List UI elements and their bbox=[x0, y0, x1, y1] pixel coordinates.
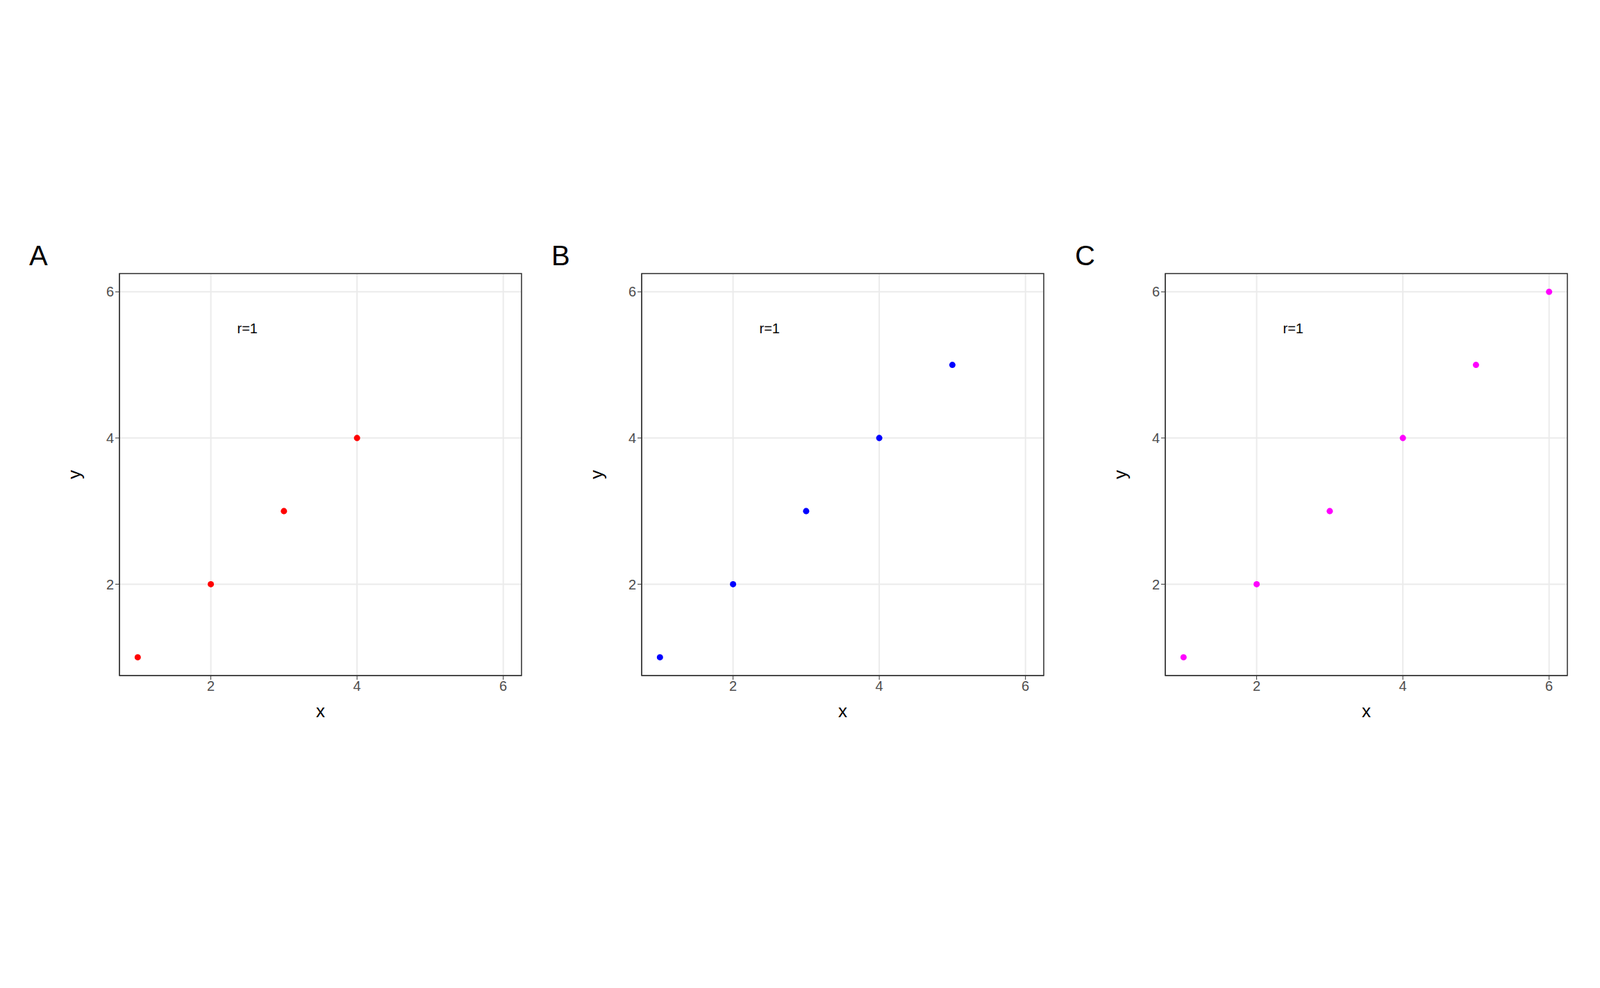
svg-text:y: y bbox=[63, 470, 85, 480]
svg-text:6: 6 bbox=[1021, 678, 1030, 694]
svg-text:x: x bbox=[838, 700, 848, 722]
svg-text:y: y bbox=[586, 470, 607, 480]
svg-text:y: y bbox=[1109, 470, 1131, 480]
svg-text:2: 2 bbox=[206, 678, 215, 694]
svg-text:2: 2 bbox=[106, 577, 114, 593]
svg-text:4: 4 bbox=[353, 678, 362, 694]
svg-text:6: 6 bbox=[1545, 678, 1553, 694]
svg-text:4: 4 bbox=[1152, 430, 1160, 446]
html-text:C: C bbox=[1075, 240, 1096, 271]
svg-text:4: 4 bbox=[875, 678, 884, 694]
svg-text:r=1: r=1 bbox=[236, 320, 257, 337]
svg-text:x: x bbox=[1361, 700, 1371, 722]
svg-text:r=1: r=1 bbox=[759, 320, 780, 337]
svg-text:4: 4 bbox=[106, 430, 114, 446]
svg-text:6: 6 bbox=[628, 284, 637, 300]
svg-text:r=1: r=1 bbox=[1282, 320, 1303, 337]
svg-text:x: x bbox=[315, 700, 325, 722]
svg-text:2: 2 bbox=[1252, 678, 1261, 694]
html-text:A: A bbox=[29, 240, 48, 271]
html-text:B: B bbox=[551, 240, 570, 271]
svg-text:4: 4 bbox=[1399, 678, 1407, 694]
svg-text:2: 2 bbox=[628, 577, 637, 593]
svg-text:6: 6 bbox=[106, 284, 114, 300]
svg-text:2: 2 bbox=[729, 678, 737, 694]
svg-text:6: 6 bbox=[499, 678, 507, 694]
svg-text:2: 2 bbox=[1152, 577, 1160, 593]
svg-text:6: 6 bbox=[1152, 284, 1160, 300]
svg-text:4: 4 bbox=[628, 430, 637, 446]
